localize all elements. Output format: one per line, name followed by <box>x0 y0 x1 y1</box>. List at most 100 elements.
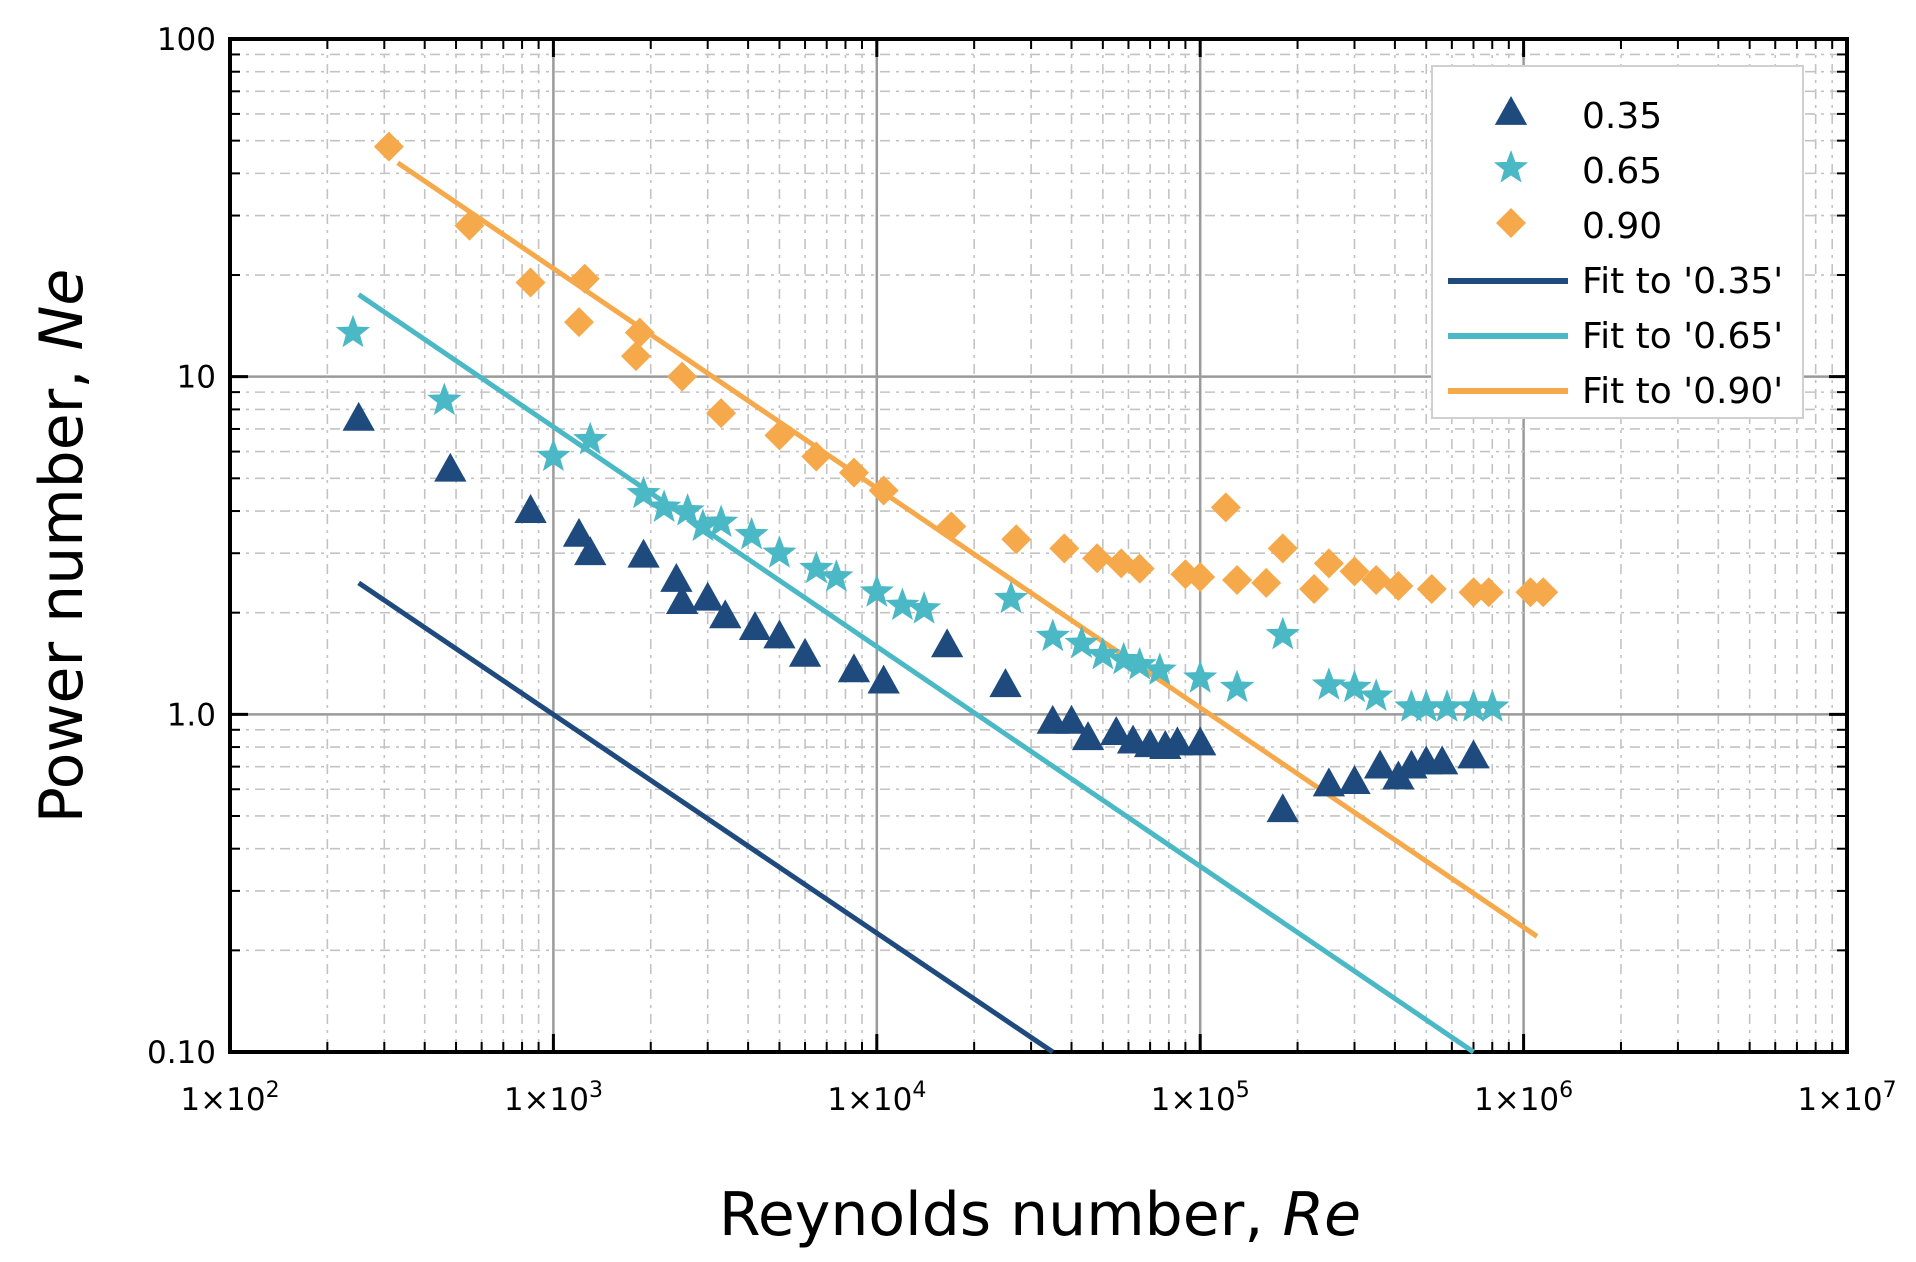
data-point-090 <box>1049 533 1080 564</box>
data-point-065 <box>427 382 462 416</box>
data-point-035 <box>562 517 596 547</box>
data-point-090 <box>1361 564 1392 595</box>
data-point-090 <box>706 398 737 429</box>
y-tick-label: 10 <box>177 360 216 396</box>
data-point-035 <box>930 628 964 658</box>
data-point-090 <box>564 307 595 338</box>
data-point-090 <box>373 131 404 162</box>
x-tick-label: 1×105 <box>1151 1078 1250 1118</box>
legend-marker-090 <box>1496 208 1526 238</box>
legend-marker-065 <box>1493 150 1529 183</box>
data-point-065 <box>536 438 571 472</box>
data-point-035 <box>665 585 699 614</box>
data-point-090 <box>838 457 869 488</box>
data-point-065 <box>1122 647 1157 680</box>
data-point-090 <box>1313 548 1344 579</box>
data-point-090 <box>515 267 546 298</box>
data-point-090 <box>1473 577 1504 608</box>
axis-ticks <box>228 39 1847 1054</box>
legend-label-090: 0.90 <box>1582 206 1662 247</box>
data-point-035 <box>837 653 871 683</box>
data-point-035 <box>1266 793 1299 823</box>
data-point-035 <box>660 562 693 592</box>
data-point-065 <box>1430 689 1465 722</box>
data-point-035 <box>342 401 375 431</box>
data-point-090 <box>1222 564 1253 595</box>
data-point-090 <box>801 441 832 472</box>
data-point-035 <box>1312 767 1346 797</box>
y-tick-label: 1.0 <box>167 697 216 733</box>
data-point-065 <box>1409 689 1444 722</box>
legend: 0.35 0.65 0.90 Fit to '0.35' Fit to '0.65' Fi… <box>1431 65 1804 419</box>
data-point-065 <box>1359 678 1394 711</box>
data-point-035 <box>627 538 660 568</box>
data-point-065 <box>1311 667 1346 700</box>
data-point-035 <box>514 494 547 523</box>
x-tick-label-base: 1×10 <box>504 1082 589 1118</box>
x-tick-label: 1×106 <box>1474 1078 1573 1118</box>
data-point-065 <box>1035 618 1070 652</box>
data-point-035 <box>1055 704 1088 734</box>
data-point-065 <box>1183 660 1218 693</box>
data-point-065 <box>335 314 371 348</box>
data-point-090 <box>1339 556 1370 587</box>
data-point-065 <box>762 535 797 568</box>
data-point-065 <box>1219 669 1255 703</box>
data-point-090 <box>1124 553 1155 584</box>
data-point-035 <box>1071 721 1105 751</box>
x-tick-label-exponent: 5 <box>1236 1078 1250 1103</box>
data-point-090 <box>569 263 600 294</box>
data-point-090 <box>1416 574 1447 605</box>
data-point-090 <box>667 361 698 392</box>
data-point-065 <box>993 580 1029 614</box>
data-point-065 <box>1064 625 1099 659</box>
data-point-090 <box>454 210 485 241</box>
data-point-035 <box>574 536 607 566</box>
y-tick-label: 0.10 <box>147 1035 216 1071</box>
fit-line-065 <box>357 292 1475 1055</box>
x-tick-label-base: 1×10 <box>827 1082 912 1118</box>
data-point-090 <box>1251 567 1282 598</box>
fit-line-090 <box>396 160 1539 939</box>
data-point-035 <box>738 611 772 641</box>
data-point-065 <box>1085 636 1120 670</box>
tick-labels: 1×102 1×103 1×104 1×105 1×106 1×1070.101.0101… <box>147 22 1897 1118</box>
data-point-065 <box>1456 689 1491 722</box>
data-point-090 <box>764 420 795 451</box>
data-point-065 <box>573 421 608 455</box>
data-point-090 <box>620 341 651 372</box>
x-tick-label: 1×102 <box>180 1078 279 1118</box>
data-point-090 <box>936 511 967 542</box>
legend-marker-035 <box>1494 96 1528 125</box>
data-point-065 <box>859 574 894 607</box>
fit-line-035 <box>357 580 1055 1055</box>
data-point-035 <box>763 619 796 649</box>
data-point-090 <box>1267 533 1298 564</box>
data-point-035 <box>434 452 467 482</box>
data-point-065 <box>819 559 854 592</box>
x-axis-title-symbol: Re <box>1282 1180 1361 1250</box>
legend-label-fit-090: Fit to '0.90' <box>1582 371 1783 412</box>
data-point-090 <box>1383 570 1414 601</box>
data-point-065 <box>685 508 721 542</box>
data-point-065 <box>1337 669 1372 703</box>
data-point-035 <box>1100 716 1133 745</box>
data-point-035 <box>788 637 822 667</box>
data-point-035 <box>1457 739 1490 769</box>
data-point-090 <box>1185 562 1216 593</box>
x-tick-label-base: 1×10 <box>180 1082 265 1118</box>
data-point-035 <box>1426 745 1459 775</box>
data-point-035 <box>1338 765 1371 794</box>
data-point-065 <box>799 550 834 584</box>
data-point-090 <box>1082 543 1113 574</box>
x-tick-label-exponent: 6 <box>1559 1078 1573 1103</box>
data-point-090 <box>624 317 655 348</box>
x-tick-label: 1×107 <box>1797 1078 1896 1118</box>
data-point-065 <box>1394 689 1429 722</box>
data-point-035 <box>1363 749 1397 779</box>
data-point-035 <box>1184 726 1217 756</box>
data-point-065 <box>647 489 682 522</box>
data-points <box>335 131 1559 823</box>
data-point-035 <box>691 581 724 611</box>
